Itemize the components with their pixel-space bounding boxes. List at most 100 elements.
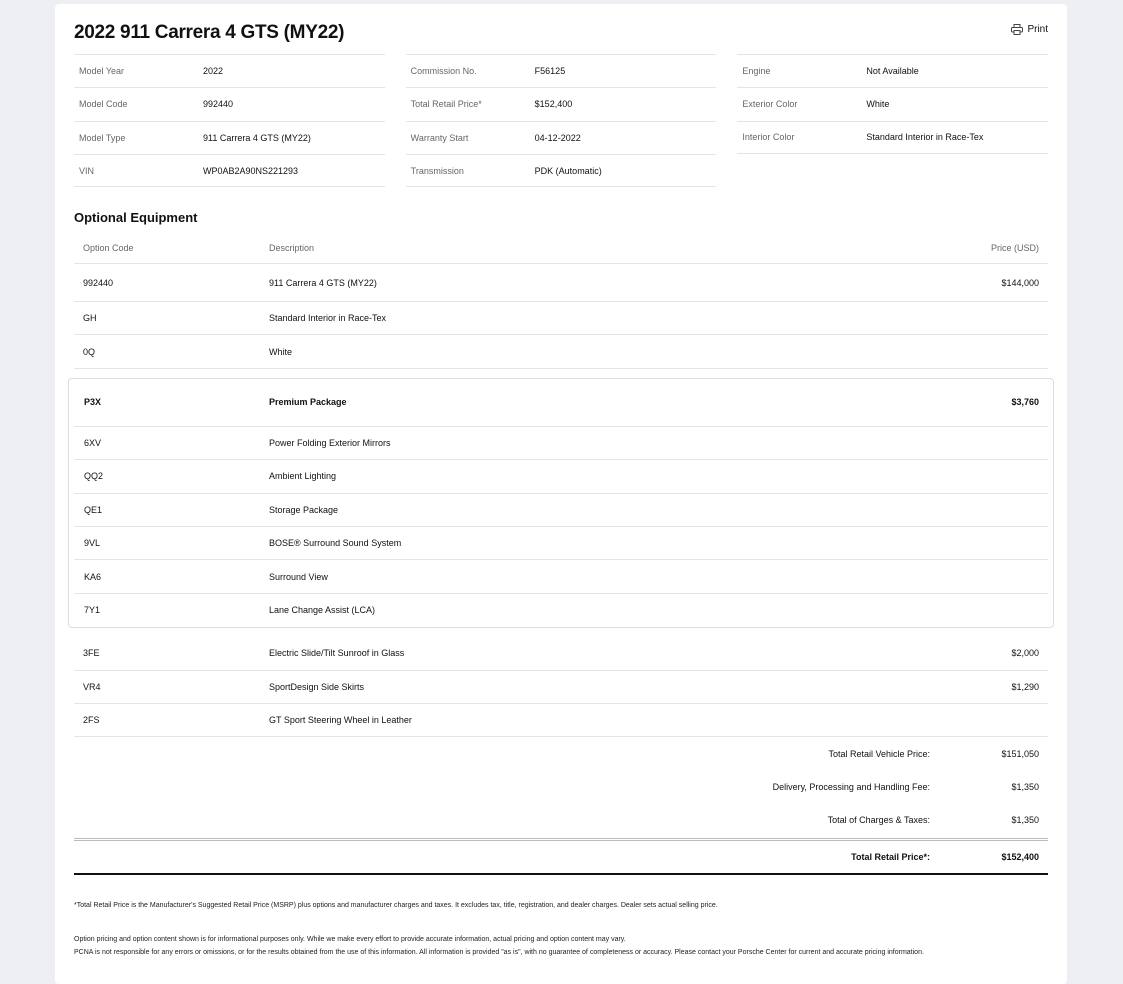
spec-row: Transmission PDK (Automatic): [405, 153, 717, 188]
spec-row: VIN WP0AB2A90NS221293: [74, 153, 385, 188]
total-row: Total of Charges & Taxes: $1,350: [74, 803, 1048, 836]
spec-column: Commission No. F56125 Total Retail Price* $…: [405, 54, 717, 188]
option-code: GH: [83, 313, 97, 324]
spec-row: Model Type 911 Carrera 4 GTS (MY22): [74, 120, 385, 154]
option-description: Standard Interior in Race-Tex: [269, 313, 387, 324]
option-price: $2,000: [1011, 648, 1039, 659]
disclaimer-1: Option pricing and option content shown …: [74, 936, 626, 943]
spec-value: $152,400: [534, 99, 573, 110]
option-description: 911 Carrera 4 GTS (MY22): [269, 277, 377, 288]
spec-row: Interior Color Standard Interior in Race-…: [737, 120, 1049, 154]
spec-row: Model Code 992440: [74, 87, 385, 120]
option-row: 0Q White: [74, 335, 1048, 369]
spec-label: Interior Color: [742, 132, 795, 143]
spec-value: 911 Carrera 4 GTS (MY22): [203, 132, 311, 143]
page-title: 2022 911 Carrera 4 GTS (MY22): [74, 22, 345, 43]
option-description: SportDesign Side Skirts: [269, 681, 365, 692]
total-label: Delivery, Processing and Handling Fee:: [772, 781, 930, 792]
spec-label: Transmission: [410, 165, 464, 176]
option-price: $3,760: [1011, 397, 1039, 408]
footnote: *Total Retail Price is the Manufacturer'…: [74, 902, 718, 909]
option-description: Power Folding Exterior Mirrors: [269, 437, 391, 448]
spec-label: Model Year: [79, 66, 125, 77]
spec-label: VIN: [79, 165, 95, 176]
printer-icon: [1011, 24, 1024, 35]
total-label: Total of Charges & Taxes:: [827, 814, 930, 825]
spec-row: Engine Not Available: [737, 54, 1049, 87]
option-description: Storage Package: [269, 504, 339, 515]
spec-label: Exterior Color: [742, 99, 798, 110]
spec-column: Model Year 2022 Model Code 992440 Model Type…: [74, 54, 385, 188]
final-total-row: Total Retail Price*: $152,400: [74, 841, 1048, 876]
spec-value: White: [866, 99, 890, 110]
total-label: Total Retail Vehicle Price:: [828, 748, 930, 759]
spec-row: Exterior Color White: [737, 87, 1049, 120]
option-price: $144,000: [1001, 277, 1039, 288]
total-amount: $1,350: [1011, 781, 1039, 792]
spec-label: Model Type: [79, 132, 126, 143]
spec-value: 992440: [203, 99, 234, 110]
option-row: 7Y1 Lane Change Assist (LCA): [74, 594, 1048, 627]
spec-row: Model Year 2022: [74, 54, 385, 87]
option-row: QQ2 Ambient Lighting: [74, 460, 1048, 494]
package-row: P3X Premium Package $3,760: [74, 379, 1048, 427]
option-code: KA6: [84, 571, 102, 582]
section-heading: Optional Equipment: [74, 210, 198, 225]
option-row: KA6 Surround View: [74, 560, 1048, 594]
option-code: 7Y1: [84, 605, 101, 616]
option-code: 992440: [83, 277, 114, 288]
option-description: BOSE® Surround Sound System: [269, 538, 402, 549]
option-description: Electric Slide/Tilt Sunroof in Glass: [269, 648, 405, 659]
option-price: $1,290: [1011, 681, 1039, 692]
spec-column: Engine Not Available Exterior Color White In…: [737, 54, 1049, 187]
option-code: QQ2: [84, 471, 104, 482]
option-description: Premium Package: [269, 397, 347, 408]
option-row: VR4 SportDesign Side Skirts $1,290: [74, 671, 1048, 704]
option-code: 9VL: [84, 538, 101, 549]
spec-value: Not Available: [866, 66, 919, 77]
vehicle-details-card: 2022 911 Carrera 4 GTS (MY22) Print Mode…: [55, 4, 1067, 984]
spec-value: WP0AB2A90NS221293: [203, 165, 299, 176]
spec-value: 2022: [203, 66, 224, 77]
print-button[interactable]: Print: [1011, 24, 1048, 35]
option-code: 3FE: [83, 648, 100, 659]
print-label: Print: [1027, 24, 1048, 35]
total-row: Total Retail Vehicle Price: $151,050: [74, 737, 1048, 770]
total-amount: $151,050: [1001, 748, 1039, 759]
option-code: 6XV: [84, 437, 102, 448]
option-description: Ambient Lighting: [269, 471, 337, 482]
option-row: 9VL BOSE® Surround Sound System: [74, 527, 1048, 561]
spec-grid: Model Year 2022 Model Code 992440 Model Type…: [74, 54, 1049, 188]
total-amount: $152,400: [1001, 852, 1039, 863]
option-description: Surround View: [269, 571, 328, 582]
table-header: Option Code Description Price (USD): [74, 232, 1048, 264]
total-amount: $1,350: [1011, 814, 1039, 825]
spec-row: Warranty Start 04-12-2022: [405, 120, 717, 154]
option-code: 0Q: [83, 346, 96, 357]
spec-value: Standard Interior in Race-Tex: [866, 132, 984, 143]
option-code: VR4: [83, 681, 101, 692]
spec-label: Total Retail Price*: [410, 99, 482, 110]
disclaimer-2: PCNA is not responsible for any errors o…: [74, 949, 924, 956]
col-option-code: Option Code: [83, 242, 134, 253]
option-row: QE1 Storage Package: [74, 494, 1048, 527]
total-row: Delivery, Processing and Handling Fee: $1…: [74, 770, 1048, 803]
spec-value: F56125: [534, 66, 566, 77]
option-row: 6XV Power Folding Exterior Mirrors: [74, 427, 1048, 461]
spec-label: Model Code: [79, 99, 128, 110]
option-code: QE1: [84, 504, 103, 515]
option-row: 3FE Electric Slide/Tilt Sunroof in Glass $…: [74, 637, 1048, 671]
option-description: Lane Change Assist (LCA): [269, 605, 376, 616]
spec-label: Engine: [742, 66, 771, 77]
spec-value: 04-12-2022: [534, 132, 581, 143]
option-description: GT Sport Steering Wheel in Leather: [269, 715, 412, 726]
option-row: 992440 911 Carrera 4 GTS (MY22) $144,000: [74, 264, 1048, 302]
spec-label: Commission No.: [410, 66, 477, 77]
options-table: Option Code Description Price (USD) 9924…: [68, 232, 1054, 876]
col-price: Price (USD): [990, 242, 1039, 253]
divider: [74, 838, 1048, 842]
spec-value: PDK (Automatic): [534, 165, 602, 176]
option-code: 2FS: [83, 715, 100, 726]
package-group: P3X Premium Package $3,760 6XV Power Fold…: [68, 377, 1054, 629]
spec-row: Commission No. F56125: [405, 54, 717, 87]
